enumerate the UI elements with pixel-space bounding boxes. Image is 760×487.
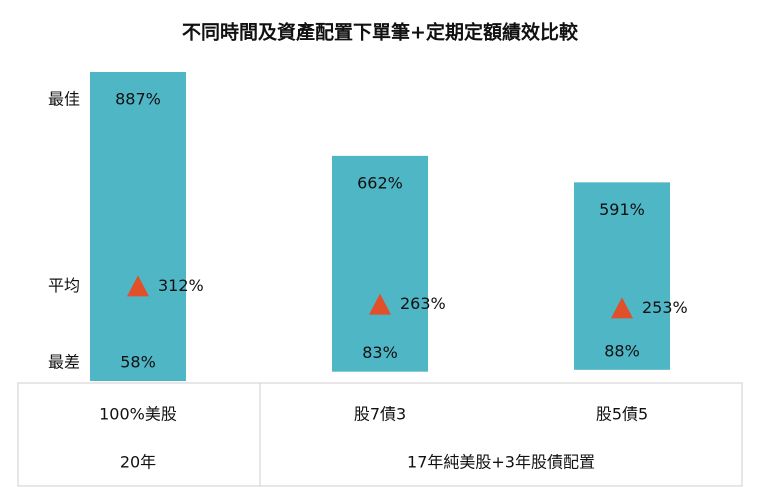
range-bar <box>574 182 670 370</box>
category-label: 100%美股 <box>99 405 177 424</box>
avg-marker <box>127 275 149 297</box>
row-label: 平均 <box>48 276 80 295</box>
min-label: 58% <box>120 353 156 372</box>
row-label: 最佳 <box>48 90 80 109</box>
range-bar <box>90 72 186 381</box>
max-label: 887% <box>115 90 161 109</box>
min-label: 83% <box>362 343 398 362</box>
table-border <box>17 382 743 487</box>
category-label: 股7債3 <box>354 405 406 424</box>
group-label: 17年純美股+3年股債配置 <box>407 453 595 472</box>
avg-label: 263% <box>400 294 446 313</box>
avg-marker <box>369 293 391 315</box>
category-label: 股5債5 <box>596 405 648 424</box>
avg-marker <box>611 297 633 319</box>
avg-label: 253% <box>642 298 688 317</box>
avg-label: 312% <box>158 276 204 295</box>
chart-title: 不同時間及資產配置下單筆+定期定額績效比較 <box>182 21 579 44</box>
range-bar <box>332 155 428 372</box>
group-label: 20年 <box>120 453 156 472</box>
min-label: 88% <box>604 341 640 360</box>
max-label: 662% <box>357 173 403 192</box>
row-label: 最差 <box>48 353 80 372</box>
max-label: 591% <box>599 200 645 219</box>
